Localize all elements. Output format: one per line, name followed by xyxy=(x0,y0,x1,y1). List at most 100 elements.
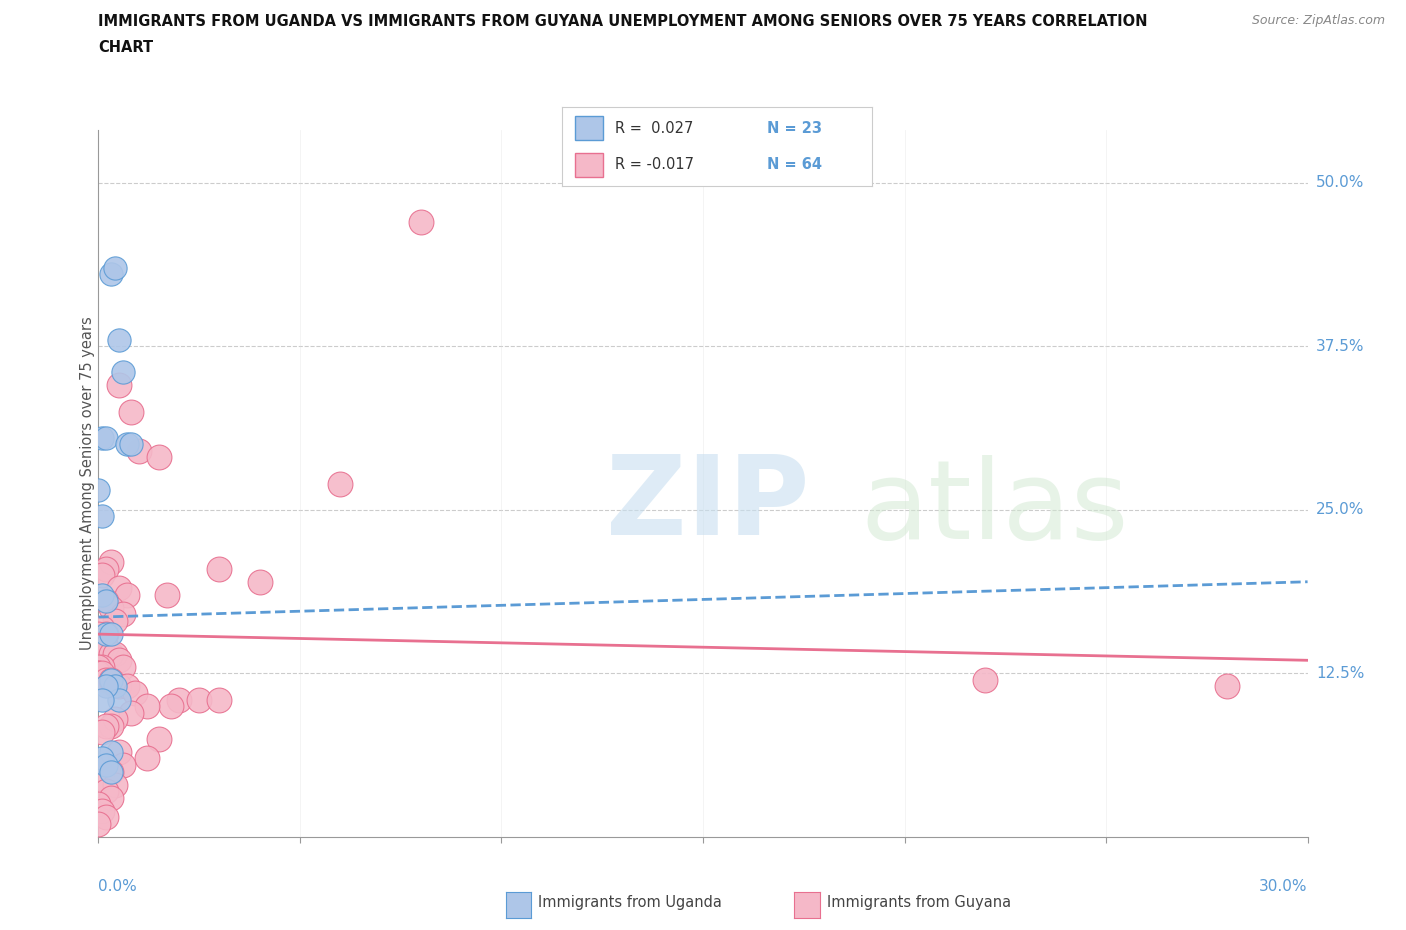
Point xyxy=(100,554,122,569)
Point xyxy=(115,679,138,694)
Text: 25.0%: 25.0% xyxy=(1316,502,1364,517)
Text: IMMIGRANTS FROM UGANDA VS IMMIGRANTS FROM GUYANA UNEMPLOYMENT AMONG SENIORS OVER: IMMIGRANTS FROM UGANDA VS IMMIGRANTS FRO… xyxy=(98,14,1147,29)
Point xyxy=(148,450,170,465)
Point xyxy=(100,790,122,805)
Point xyxy=(96,810,118,825)
Point xyxy=(91,724,114,739)
Point xyxy=(96,784,118,799)
Point xyxy=(87,817,110,831)
Point xyxy=(96,718,118,733)
Point xyxy=(115,437,138,452)
Point xyxy=(100,718,122,733)
Point xyxy=(107,745,129,760)
Point xyxy=(107,332,129,347)
Y-axis label: Unemployment Among Seniors over 75 years: Unemployment Among Seniors over 75 years xyxy=(80,317,94,650)
Point xyxy=(91,509,114,524)
Point xyxy=(120,437,142,452)
Point xyxy=(329,476,352,491)
Text: R = -0.017: R = -0.017 xyxy=(614,157,695,172)
Point xyxy=(160,698,183,713)
FancyBboxPatch shape xyxy=(575,153,603,177)
Point xyxy=(91,666,114,681)
Point xyxy=(87,627,110,642)
Text: 0.0%: 0.0% xyxy=(98,880,138,895)
Point xyxy=(91,620,114,635)
Point xyxy=(87,666,110,681)
Point xyxy=(91,659,114,674)
Point xyxy=(135,751,157,766)
Point xyxy=(96,431,118,445)
Point xyxy=(96,627,118,642)
Point xyxy=(100,627,122,642)
Point xyxy=(128,444,150,458)
Point xyxy=(188,692,211,707)
Point xyxy=(91,431,114,445)
Point xyxy=(100,601,122,616)
Point xyxy=(100,764,122,779)
Point xyxy=(120,705,142,720)
Point xyxy=(103,646,125,661)
Point xyxy=(107,653,129,668)
Text: R =  0.027: R = 0.027 xyxy=(614,121,693,136)
Point xyxy=(208,561,231,576)
Point xyxy=(103,260,125,275)
Point xyxy=(96,672,118,687)
Point xyxy=(120,405,142,419)
Point xyxy=(111,758,134,773)
Point xyxy=(100,745,122,760)
Point xyxy=(100,764,122,779)
Point xyxy=(100,267,122,282)
Text: Immigrants from Guyana: Immigrants from Guyana xyxy=(827,895,1011,910)
Point xyxy=(107,679,129,694)
Point xyxy=(96,594,118,609)
Point xyxy=(100,672,122,687)
Point xyxy=(87,659,110,674)
Point xyxy=(96,679,118,694)
Point xyxy=(91,588,114,603)
Text: 50.0%: 50.0% xyxy=(1316,175,1364,190)
Point xyxy=(208,692,231,707)
Point xyxy=(91,751,114,766)
Text: ZIP: ZIP xyxy=(606,451,810,558)
Point xyxy=(111,607,134,622)
Point xyxy=(103,679,125,694)
Point xyxy=(100,646,122,661)
Point xyxy=(167,692,190,707)
Point xyxy=(249,575,271,590)
Point xyxy=(87,797,110,812)
Point xyxy=(96,640,118,655)
Text: N = 23: N = 23 xyxy=(766,121,821,136)
Point xyxy=(96,627,118,642)
Point xyxy=(103,711,125,726)
Point xyxy=(96,758,118,773)
Point xyxy=(96,561,118,576)
Text: N = 64: N = 64 xyxy=(766,157,821,172)
Point xyxy=(96,594,118,609)
Point xyxy=(91,640,114,655)
Point xyxy=(1216,679,1239,694)
Point xyxy=(111,659,134,674)
Point xyxy=(107,378,129,392)
Point xyxy=(111,365,134,379)
Point xyxy=(91,692,114,707)
Point xyxy=(91,771,114,786)
Point xyxy=(87,633,110,648)
Point xyxy=(135,698,157,713)
Point xyxy=(115,588,138,603)
Text: 37.5%: 37.5% xyxy=(1316,339,1364,353)
Text: 30.0%: 30.0% xyxy=(1260,880,1308,895)
Point xyxy=(87,666,110,681)
Point xyxy=(103,777,125,792)
FancyBboxPatch shape xyxy=(575,116,603,140)
Point xyxy=(91,568,114,583)
Point xyxy=(100,672,122,687)
Point xyxy=(148,731,170,746)
Point xyxy=(107,581,129,596)
Point xyxy=(103,614,125,629)
Text: CHART: CHART xyxy=(98,40,153,55)
Text: 12.5%: 12.5% xyxy=(1316,666,1364,681)
Text: atlas: atlas xyxy=(860,455,1129,562)
Point xyxy=(124,685,146,700)
Point xyxy=(156,588,179,603)
Point xyxy=(107,692,129,707)
